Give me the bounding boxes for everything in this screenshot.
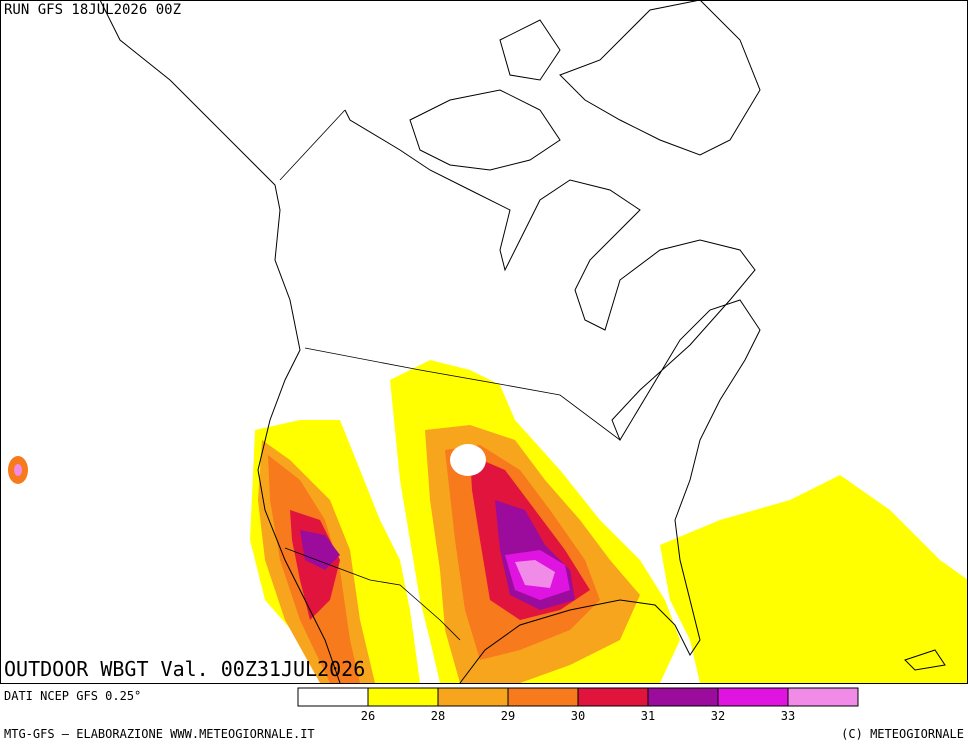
field-area	[660, 475, 968, 683]
legend-label: 28	[431, 709, 445, 723]
legend-label: 31	[641, 709, 655, 723]
field-area	[300, 530, 340, 570]
borders	[279, 109, 621, 641]
field-area	[14, 464, 22, 476]
legend-swatch	[787, 687, 859, 707]
legend-label: 30	[571, 709, 585, 723]
legend: 26 28 29 30 31 32 33	[297, 687, 859, 723]
coastline	[904, 649, 946, 671]
legend-swatch	[647, 687, 719, 707]
border	[304, 347, 621, 441]
map-title: OUTDOOR WBGT Val. 00Z31JUL2026	[4, 657, 365, 681]
wbgt-field	[8, 360, 968, 683]
legend-label: 32	[711, 709, 725, 723]
border	[284, 547, 461, 641]
legend-swatch	[577, 687, 649, 707]
legend-swatch	[437, 687, 509, 707]
footer-left: MTG-GFS — ELABORAZIONE WWW.METEOGIORNALE…	[4, 727, 315, 741]
legend-label: 33	[781, 709, 795, 723]
legend-swatch	[297, 687, 369, 707]
legend-swatch	[717, 687, 789, 707]
source-label: DATI NCEP GFS 0.25°	[4, 689, 141, 703]
coastline	[499, 19, 561, 81]
border	[279, 109, 346, 181]
legend-swatch	[367, 687, 439, 707]
legend-label: 26	[361, 709, 375, 723]
coastline	[559, 0, 761, 156]
field-area	[515, 560, 555, 588]
coastline	[99, 0, 341, 684]
coastlines	[99, 0, 946, 684]
legend-swatch	[507, 687, 579, 707]
coastline	[344, 109, 761, 684]
field-area	[450, 444, 486, 476]
footer-right: (C) METEOGIORNALE	[841, 727, 964, 741]
legend-label: 29	[501, 709, 515, 723]
run-label: RUN GFS 18JUL2026 00Z	[4, 2, 181, 18]
coastline	[409, 89, 561, 171]
